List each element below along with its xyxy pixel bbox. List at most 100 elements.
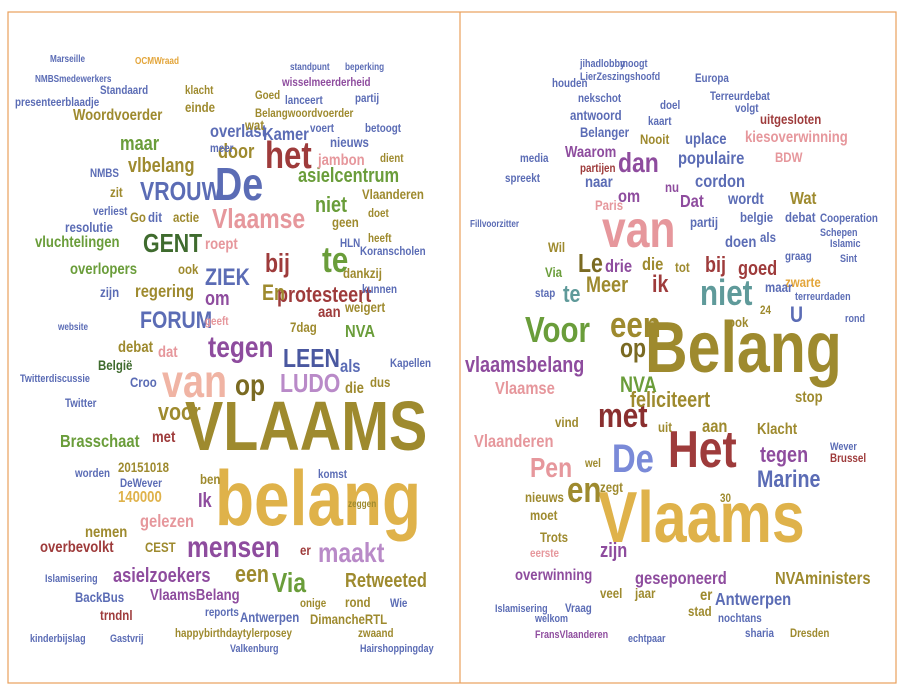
word: echtpaar [628, 633, 666, 645]
word: Valkenburg [230, 643, 279, 655]
word: partijen [580, 162, 616, 175]
word: NMBSmedewerkers [35, 73, 111, 84]
word: partij [355, 92, 379, 105]
word: Retweeted [345, 568, 427, 591]
word: meer [210, 142, 234, 155]
word: Kamer [263, 125, 309, 145]
word: betoogt [365, 122, 401, 135]
word: nemen [85, 524, 127, 541]
word: Vlaamse [212, 204, 305, 235]
word: LUDO [280, 369, 340, 399]
word: overwinning [515, 567, 592, 584]
word: uit [658, 419, 673, 435]
word: 24 [760, 304, 772, 317]
word: belgie [740, 209, 773, 225]
word: U [790, 303, 803, 327]
word: met [598, 396, 648, 434]
word: cordon [695, 172, 745, 192]
word: overbevolkt [40, 539, 114, 556]
word: op [620, 334, 646, 364]
word: maar [120, 131, 159, 154]
word: het [265, 135, 312, 177]
word: DeWever [120, 477, 163, 490]
word: LierZeszingshoofd [580, 71, 660, 83]
word: Dat [680, 192, 704, 212]
word: Koranscholen [360, 245, 426, 258]
word: standpunt [290, 61, 330, 72]
word: website [57, 321, 88, 332]
word: op [235, 368, 265, 402]
word: vlaamsbelang [465, 353, 584, 377]
word: Go [130, 209, 146, 225]
word: Vlaanderen [474, 432, 553, 452]
word: roept [205, 236, 238, 253]
word: klacht [185, 84, 214, 97]
word: partij [690, 214, 718, 230]
word: nochtans [718, 612, 762, 625]
word: kunnen [362, 283, 397, 296]
word: Croo [130, 374, 157, 390]
word: Europa [695, 72, 730, 85]
word: heeft [368, 232, 392, 245]
word: zwaand [358, 627, 394, 640]
word: Wat [790, 189, 817, 209]
word: een [610, 304, 661, 344]
word: GENT [143, 229, 203, 259]
word: resolutie [65, 219, 113, 235]
word: te [322, 239, 348, 279]
word: beperking [345, 61, 384, 72]
word: voert [310, 122, 334, 135]
word: jihadlobby [579, 58, 625, 70]
word: Standaard [100, 84, 148, 97]
word: overlast [210, 122, 267, 142]
word: eerste [530, 547, 559, 560]
word: debat [785, 209, 816, 225]
word: HLN [340, 237, 360, 250]
word: 20151018 [118, 459, 169, 475]
word: LEEN [283, 344, 340, 374]
word: Vlaanderen [362, 186, 424, 202]
word: Cooperation [820, 212, 878, 225]
word: stop [795, 389, 823, 406]
word: OCMWraad [135, 55, 179, 66]
word: zeggen [348, 498, 377, 509]
word: Gastvrij [110, 633, 144, 645]
word: jaar [634, 585, 655, 601]
word: Belangwoordvoerder [255, 107, 354, 120]
word: graag [785, 250, 812, 263]
word: stad [688, 603, 712, 619]
word: nieuws [525, 489, 564, 505]
word: Wie [390, 597, 407, 610]
word: Islamisering [495, 603, 548, 615]
word: tegen [760, 443, 808, 467]
word: vlbelang [128, 153, 194, 176]
word: asielzoekers [113, 563, 210, 586]
word: rond [345, 594, 371, 610]
word: voor [158, 398, 201, 425]
word: houden [552, 77, 588, 90]
word: ook [178, 261, 199, 277]
word: welkom [534, 613, 568, 625]
word: om [205, 286, 230, 309]
word: kaart [648, 115, 672, 128]
word: presenteerblaadje [15, 96, 99, 109]
word: Hairshoppingday [360, 643, 434, 655]
word: kiesoverwinning [745, 129, 848, 146]
word: geseponeerd [635, 569, 727, 589]
word: te [563, 280, 581, 307]
word: Brasschaat [60, 432, 140, 452]
word: weigert [344, 299, 386, 315]
word: dient [380, 152, 404, 165]
word: Woordvoerder [73, 107, 163, 124]
word: VROUW [140, 177, 222, 207]
word: Antwerpen [715, 590, 791, 610]
word: trndnl [100, 607, 133, 623]
word: spreekt [505, 172, 540, 185]
word: VLAAMS [185, 387, 427, 466]
word: dat [158, 344, 178, 361]
word: tot [675, 259, 690, 275]
word: maar [765, 279, 792, 295]
word: Pen [530, 453, 572, 484]
word: Islamisering [45, 573, 98, 585]
